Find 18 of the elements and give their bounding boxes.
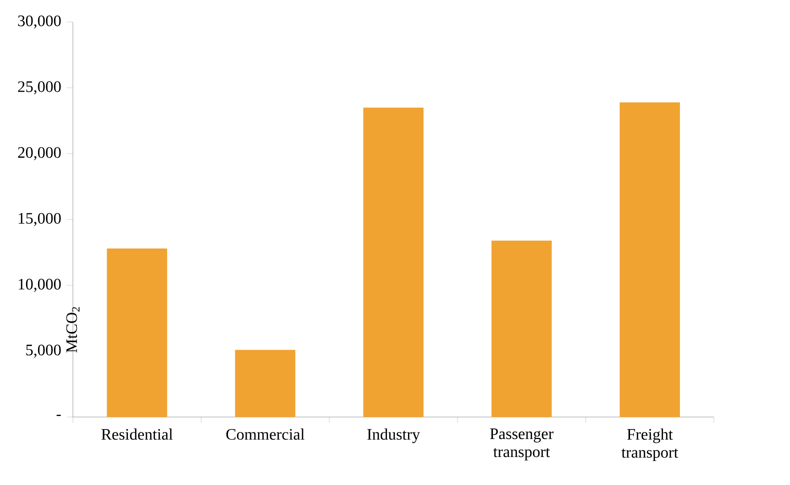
- bar: [491, 240, 552, 417]
- bar: [620, 102, 680, 417]
- bar: [235, 350, 296, 417]
- x-tick-label: Freight transport: [622, 428, 678, 462]
- y-axis-title: MtCO$_{2}$: [66, 307, 80, 353]
- x-tick-label: Passenger transport: [490, 428, 554, 460]
- x-tick-label: Residential: [101, 428, 173, 440]
- x-tick-label: Commercial: [226, 428, 304, 440]
- y-tick-label: 10,000: [18, 278, 61, 292]
- y-tick-label: -: [56, 414, 61, 416]
- y-tick-label: 5,000: [26, 344, 61, 358]
- y-tick-label: 30,000: [18, 15, 61, 29]
- y-tick-label: 25,000: [18, 81, 61, 94]
- y-tick-label: 15,000: [18, 212, 61, 226]
- bar: [106, 248, 168, 417]
- bar: [363, 108, 424, 417]
- x-tick-label: Industry: [367, 428, 420, 444]
- y-tick-label: 20,000: [18, 147, 61, 160]
